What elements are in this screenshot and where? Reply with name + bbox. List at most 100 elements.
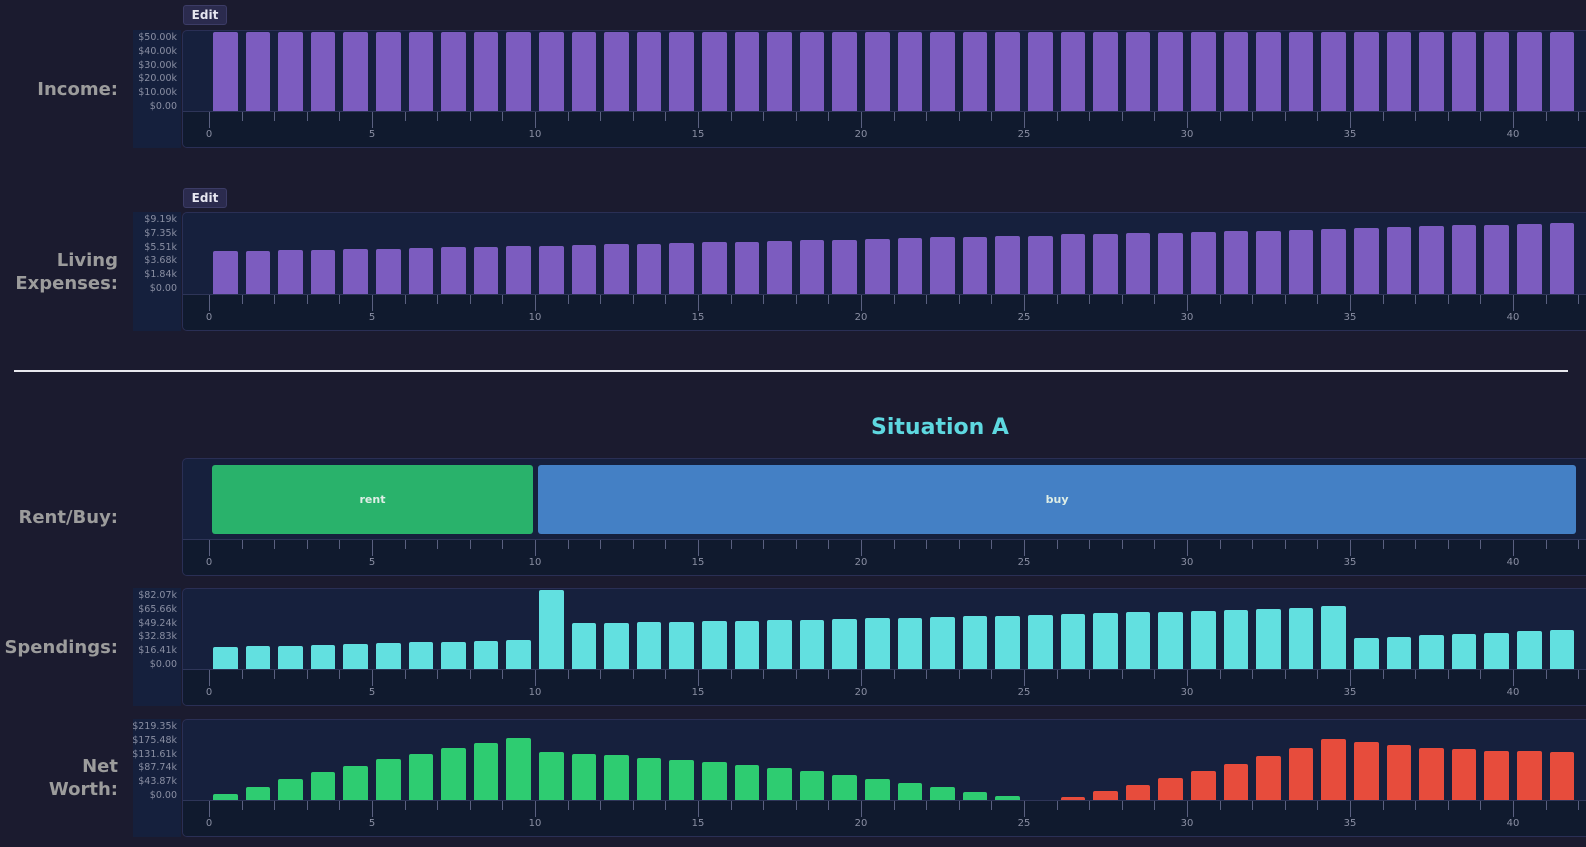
x-minor-tick [502, 295, 504, 304]
x-minor-tick [1382, 670, 1384, 679]
x-major-tick [1187, 801, 1188, 817]
living-bar [702, 242, 727, 295]
x-major-tick [209, 670, 210, 686]
spendings-bar [278, 646, 303, 671]
x-major-tick [372, 112, 373, 128]
living-bar [767, 241, 792, 295]
living-bar [571, 245, 597, 295]
x-minor-tick [274, 670, 276, 679]
x-minor-tick [1480, 801, 1482, 810]
x-major-tick [1513, 540, 1514, 556]
spendings-chart[interactable]: 0 5 10 15 20 25 30 35 40 [182, 588, 1586, 706]
x-minor-tick [567, 540, 569, 549]
x-minor-tick [1578, 670, 1580, 679]
x-minor-tick [1219, 112, 1221, 121]
net-worth-bar [343, 765, 368, 802]
x-minor-tick [339, 670, 341, 679]
x-minor-tick [437, 670, 439, 679]
x-minor-tick [600, 112, 602, 121]
x-minor-tick [1089, 540, 1091, 549]
x-minor-tick [926, 540, 928, 549]
x-minor-tick [1252, 670, 1254, 679]
spendings-bar [897, 618, 923, 671]
x-tick-label: 10 [528, 312, 542, 323]
income-edit-button[interactable]: Edit [183, 5, 227, 25]
x-minor-tick [1578, 112, 1580, 121]
x-minor-tick [1317, 295, 1319, 304]
x-tick-label: 5 [368, 818, 376, 829]
x-minor-tick [404, 670, 406, 679]
living-bar [799, 240, 825, 295]
living-bar [897, 238, 923, 295]
timeline-segment-rent: rent [212, 465, 533, 534]
net-worth-bar [669, 760, 694, 802]
x-major-tick [209, 540, 210, 556]
x-minor-tick [893, 670, 895, 679]
living-bar [1093, 234, 1118, 295]
x-tick-label: 10 [528, 129, 542, 140]
x-major-tick [372, 295, 373, 311]
net-worth-bar [506, 738, 531, 802]
x-major-tick [1187, 112, 1188, 128]
x-major-tick [698, 540, 699, 556]
x-major-tick [1350, 295, 1351, 311]
net-worth-bar [376, 758, 401, 802]
net-worth-bar-negative [1451, 749, 1477, 802]
net-worth-bar [278, 779, 303, 802]
y-tick-label: $0.00 [149, 659, 177, 670]
x-minor-tick [1382, 295, 1384, 304]
x-axis: 0 5 10 15 20 25 30 35 40 [183, 669, 1586, 705]
x-minor-tick [1578, 801, 1580, 810]
spendings-bar [473, 640, 499, 671]
x-minor-tick [893, 112, 895, 121]
x-minor-tick [1415, 540, 1417, 549]
x-minor-tick [306, 295, 308, 304]
net-worth-chart[interactable]: 0 5 10 15 20 25 30 35 40 [182, 719, 1586, 837]
x-minor-tick [926, 112, 928, 121]
x-tick-label: 35 [1343, 312, 1357, 323]
x-minor-tick [893, 540, 895, 549]
living-bar [832, 240, 857, 295]
spendings-bar [1028, 615, 1053, 671]
x-tick-label: 5 [368, 687, 376, 698]
spendings-bar [702, 620, 727, 671]
x-major-tick [698, 670, 699, 686]
rent-buy-chart[interactable]: rent buy 0 5 10 15 20 25 30 35 40 [182, 458, 1586, 576]
x-minor-tick [1382, 540, 1384, 549]
x-minor-tick [339, 801, 341, 810]
net-worth-bar-negative [1419, 747, 1444, 802]
income-bar [962, 32, 988, 113]
income-bar [1060, 32, 1086, 113]
x-minor-tick [437, 112, 439, 121]
living-bar [213, 251, 238, 295]
living-bar [1158, 232, 1183, 295]
x-tick-label: 0 [205, 818, 213, 829]
income-bar [343, 32, 368, 113]
income-bar [1125, 32, 1151, 113]
x-minor-tick [795, 295, 797, 304]
living-expenses-edit-button[interactable]: Edit [183, 188, 227, 208]
x-minor-tick [1447, 670, 1449, 679]
income-bar [832, 32, 857, 113]
x-tick-label: 40 [1506, 687, 1520, 698]
net-worth-bar-negative [1354, 742, 1379, 802]
x-minor-tick [241, 540, 243, 549]
net-worth-bar [865, 779, 890, 802]
spendings-bar [408, 641, 434, 671]
x-minor-tick [502, 801, 504, 810]
x-minor-tick [1252, 295, 1254, 304]
x-major-tick [1024, 540, 1025, 556]
x-tick-label: 5 [368, 129, 376, 140]
x-tick-label: 5 [368, 557, 376, 568]
x-major-tick [1350, 801, 1351, 817]
x-minor-tick [1284, 801, 1286, 810]
income-chart[interactable]: 0 5 10 15 20 25 30 35 40 [182, 30, 1586, 148]
x-minor-tick [632, 540, 634, 549]
living-expenses-chart[interactable]: 0 5 10 15 20 25 30 35 40 [182, 212, 1586, 331]
spendings-bar [1256, 609, 1281, 671]
x-minor-tick [469, 670, 471, 679]
x-tick-label: 25 [1017, 818, 1031, 829]
x-minor-tick [1252, 112, 1254, 121]
x-tick-label: 0 [205, 129, 213, 140]
x-major-tick [1350, 540, 1351, 556]
